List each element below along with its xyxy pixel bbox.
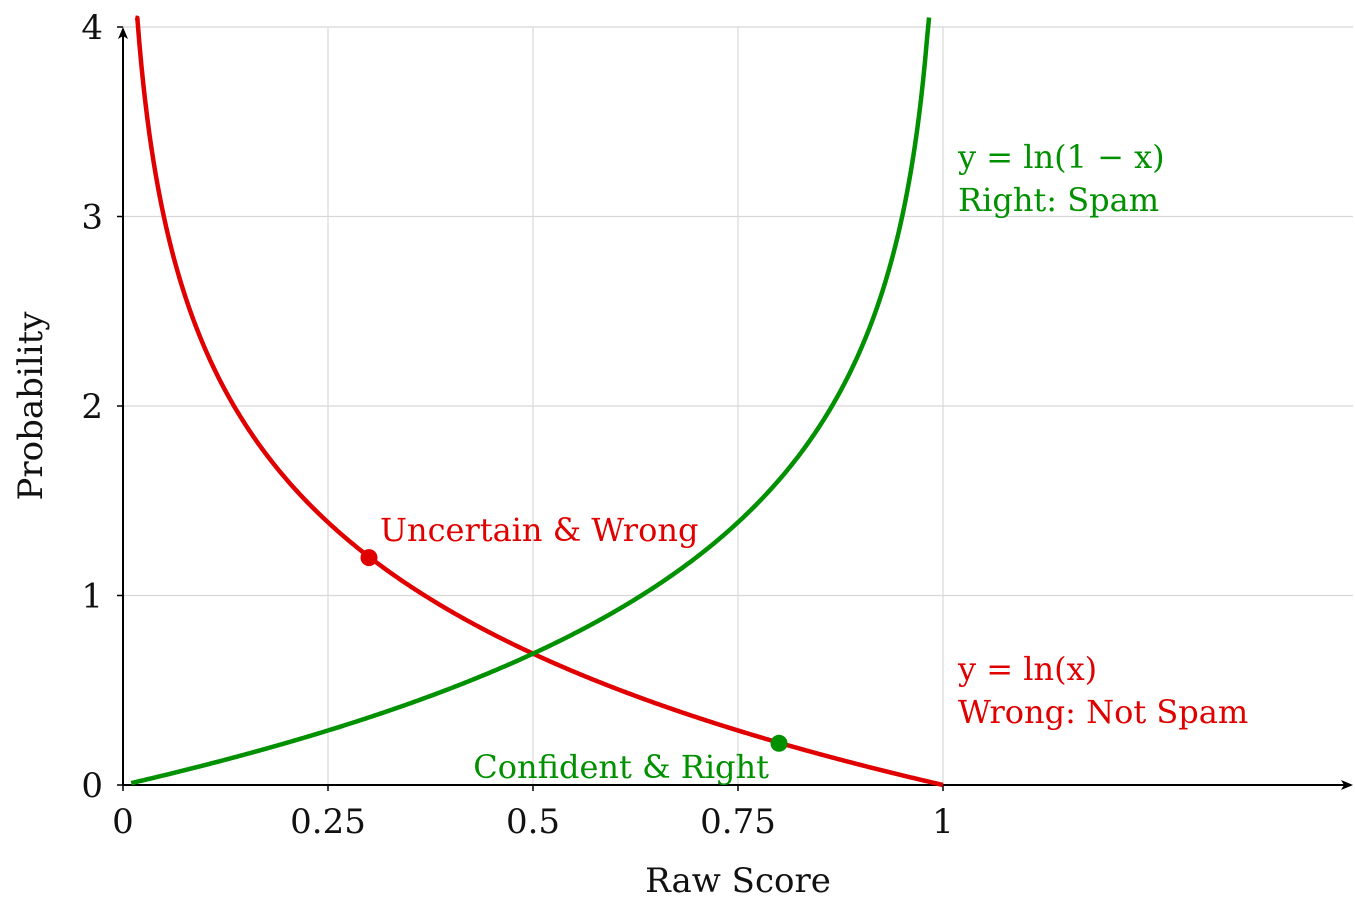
y-tick-label: 4	[81, 8, 103, 48]
series-line-0	[134, 15, 944, 788]
y-tick-label: 1	[81, 577, 103, 617]
x-tick-label: 1	[932, 802, 954, 842]
y-axis-arrow	[118, 27, 128, 39]
data-point-1	[770, 734, 788, 752]
y-tick-label: 3	[81, 198, 103, 238]
series-group	[130, 15, 944, 788]
red-caption-label: Wrong: Not Spam	[958, 693, 1248, 731]
green-formula-label: y = ln(1 − x)	[957, 138, 1165, 176]
x-axis-label: Raw Score	[645, 861, 831, 901]
points-group	[360, 549, 788, 752]
green-caption-label: Right: Spam	[958, 181, 1159, 219]
red-formula-label: y = ln(x)	[957, 650, 1097, 688]
point-label-confident-right: Confident & Right	[473, 748, 769, 786]
x-tick-label: 0	[112, 802, 134, 842]
data-point-0	[360, 549, 378, 567]
axes	[118, 27, 1353, 790]
grid	[123, 26, 1353, 785]
y-tick-label: 2	[81, 387, 103, 427]
x-tick-label: 0.25	[290, 802, 366, 842]
x-tick-label: 0.5	[506, 802, 560, 842]
point-label-uncertain-wrong: Uncertain & Wrong	[380, 511, 698, 549]
y-axis-label: Probability	[11, 311, 51, 501]
x-tick-label: 0.75	[700, 802, 776, 842]
ticks: 0 0.25 0.5 0.75 1 0 1 2 3 4	[81, 8, 953, 842]
y-tick-label: 0	[81, 766, 103, 806]
x-axis-arrow	[1341, 780, 1353, 790]
series-line-1	[130, 17, 932, 786]
